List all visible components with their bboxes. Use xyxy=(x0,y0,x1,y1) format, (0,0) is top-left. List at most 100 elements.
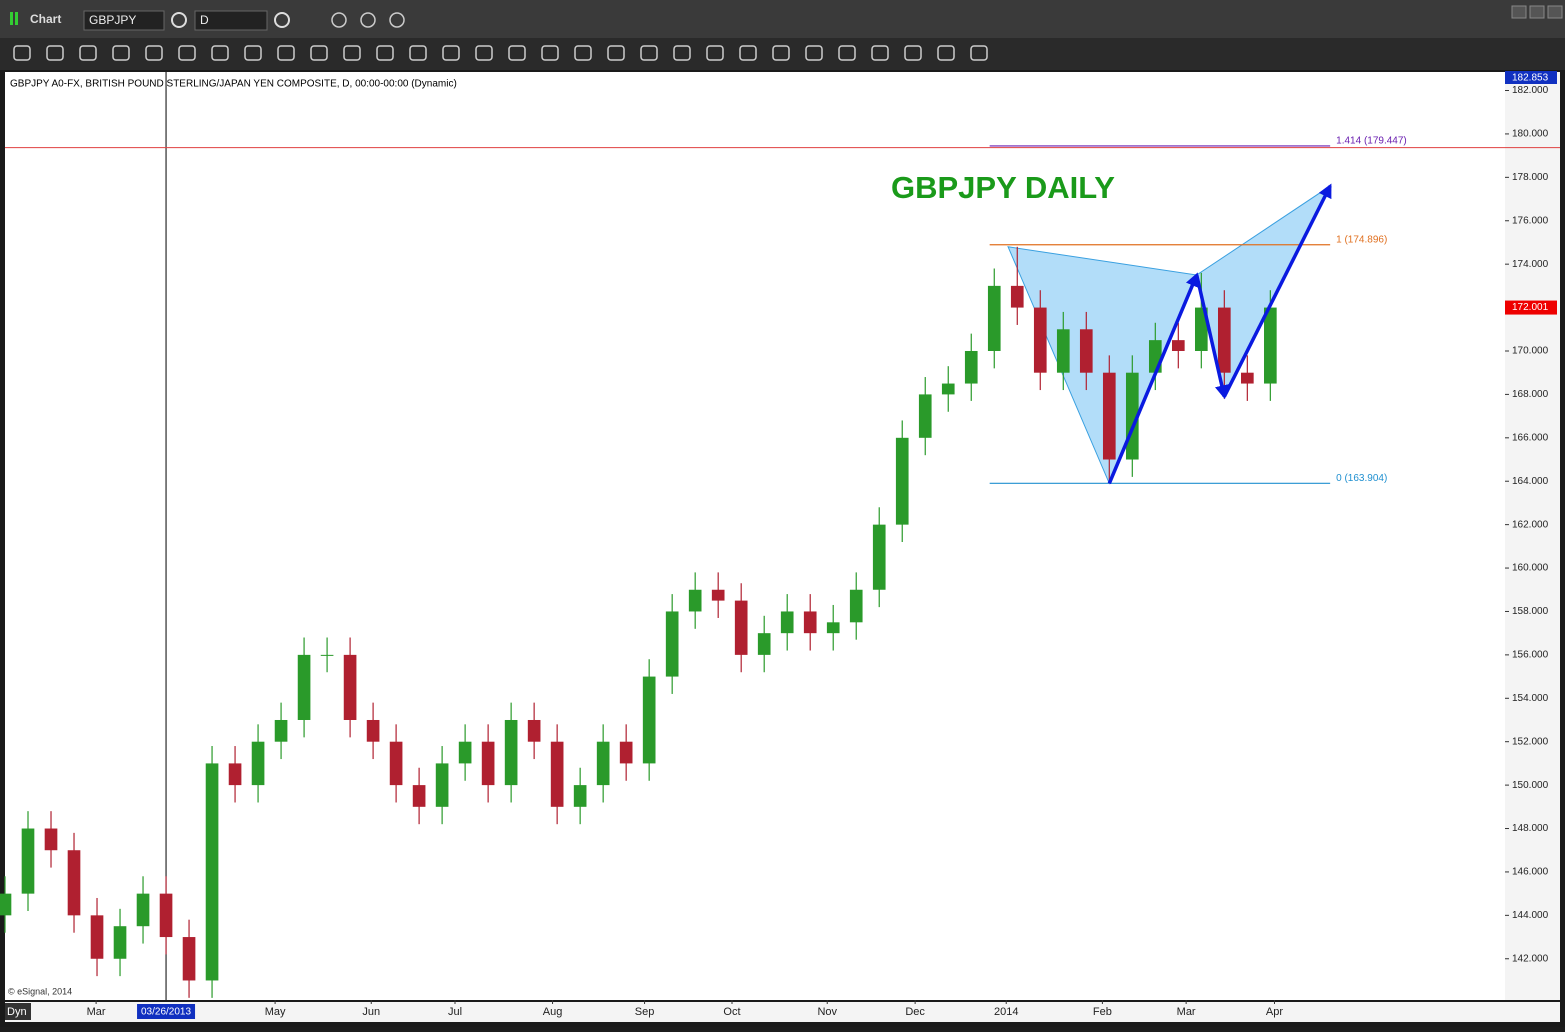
tool-icon[interactable] xyxy=(244,45,262,61)
candle-body xyxy=(228,763,242,786)
candle-body xyxy=(1194,307,1208,351)
tool-icon[interactable] xyxy=(838,45,856,61)
candle-body xyxy=(1102,372,1116,460)
candle-body xyxy=(619,741,633,764)
tool-icon[interactable] xyxy=(673,45,691,61)
tool-icon[interactable] xyxy=(541,45,559,61)
fib-label: 1.414 (179.447) xyxy=(1336,136,1407,147)
interval[interactable]: D xyxy=(200,13,209,27)
symbol[interactable]: GBPJPY xyxy=(89,13,136,27)
app-name: Chart xyxy=(30,12,61,26)
tool-icon[interactable] xyxy=(607,45,625,61)
candle-body xyxy=(872,524,886,590)
plot-area xyxy=(5,72,1505,1000)
y-tick-label: 162.000 xyxy=(1512,519,1549,530)
y-tick-label: 146.000 xyxy=(1512,867,1549,878)
x-tick-label: Mar xyxy=(1177,1006,1196,1018)
candle-body xyxy=(688,589,702,612)
tool-icon[interactable] xyxy=(508,45,526,61)
tool-icon[interactable] xyxy=(706,45,724,61)
fib-label: 0 (163.904) xyxy=(1336,473,1387,484)
last-price-box xyxy=(1505,300,1557,315)
copyright: © eSignal, 2014 xyxy=(8,986,72,996)
y-tick-label: 168.000 xyxy=(1512,389,1549,400)
tool-icon[interactable] xyxy=(178,45,196,61)
candle-body xyxy=(1217,307,1231,373)
candle-body xyxy=(780,611,794,634)
candle-body xyxy=(1241,372,1254,384)
chart-title: GBPJPY DAILY xyxy=(891,170,1115,205)
maximize-button[interactable] xyxy=(1529,5,1545,19)
tool-icon[interactable] xyxy=(937,45,955,61)
candle-body xyxy=(642,676,656,764)
top-price-label: 182.853 xyxy=(1512,73,1549,84)
y-tick-label: 148.000 xyxy=(1512,823,1549,834)
candle-body xyxy=(274,719,288,742)
candle-body xyxy=(826,622,840,634)
tool-icon[interactable] xyxy=(904,45,922,61)
x-tick-label: May xyxy=(265,1006,286,1018)
tool-icon[interactable] xyxy=(409,45,427,61)
tool-icon[interactable] xyxy=(475,45,493,61)
tool-icon[interactable] xyxy=(970,45,988,61)
symbol-box[interactable] xyxy=(83,10,165,31)
fib-label: 1 (174.896) xyxy=(1336,234,1387,245)
tool-icon[interactable] xyxy=(442,45,460,61)
top-price-box xyxy=(1505,71,1557,84)
y-tick-label: 142.000 xyxy=(1512,953,1549,964)
candle-body xyxy=(849,589,863,623)
tool-icon[interactable] xyxy=(310,45,328,61)
close-button[interactable] xyxy=(1547,5,1563,19)
clock-button[interactable] xyxy=(274,12,290,28)
candle-body xyxy=(987,285,1001,351)
y-tick-label: 160.000 xyxy=(1512,563,1549,574)
x-tick-label: 2014 xyxy=(994,1006,1018,1018)
tool-icon[interactable] xyxy=(145,45,163,61)
tool-icon[interactable] xyxy=(772,45,790,61)
refresh-button[interactable] xyxy=(331,12,347,28)
candle-body xyxy=(136,893,150,927)
mode-box[interactable] xyxy=(5,1003,31,1020)
tool-icon[interactable] xyxy=(277,45,295,61)
tool-icon[interactable] xyxy=(739,45,757,61)
tool-icon[interactable] xyxy=(805,45,823,61)
candle-body xyxy=(44,828,58,851)
y-tick-label: 180.000 xyxy=(1512,129,1549,140)
tool-icon[interactable] xyxy=(79,45,97,61)
candle-body xyxy=(918,394,932,438)
candle-body xyxy=(550,741,564,807)
play-button[interactable] xyxy=(360,12,376,28)
mode-label[interactable]: Dyn xyxy=(7,1006,27,1018)
candle-body xyxy=(21,828,35,894)
tool-icon[interactable] xyxy=(640,45,658,61)
tool-icon[interactable] xyxy=(13,45,31,61)
tool-icon[interactable] xyxy=(46,45,64,61)
candle-body xyxy=(1056,329,1070,373)
tool-icon[interactable] xyxy=(871,45,889,61)
interval-box[interactable] xyxy=(194,10,268,31)
candle-body xyxy=(435,763,449,807)
candle-body xyxy=(389,741,403,786)
candle-body xyxy=(113,926,127,959)
settings-button[interactable] xyxy=(171,12,187,28)
candle-body xyxy=(1148,340,1162,373)
candle-body xyxy=(182,937,196,981)
y-tick-label: 164.000 xyxy=(1512,476,1549,487)
tool-icon[interactable] xyxy=(112,45,130,61)
alert-button[interactable] xyxy=(389,12,405,28)
x-tick-label: Dec xyxy=(905,1006,925,1018)
crosshair-date: 03/26/2013 xyxy=(141,1007,191,1018)
tool-icon[interactable] xyxy=(211,45,229,61)
x-tick-label: Jul xyxy=(448,1006,462,1018)
tool-icon[interactable] xyxy=(376,45,394,61)
last-price-label: 172.001 xyxy=(1512,302,1549,313)
tool-icon[interactable] xyxy=(343,45,361,61)
crosshair-date-box xyxy=(137,1004,196,1019)
pattern-arrow xyxy=(1107,272,1199,485)
y-tick-label: 154.000 xyxy=(1512,693,1549,704)
candle-body xyxy=(895,437,909,525)
restore-button[interactable] xyxy=(1511,5,1527,19)
drawing-tools xyxy=(13,45,988,61)
tool-icon[interactable] xyxy=(574,45,592,61)
plot-layer: 142.000 144.000 146.000 148.000 150.000 152.0… xyxy=(0,71,1560,1019)
